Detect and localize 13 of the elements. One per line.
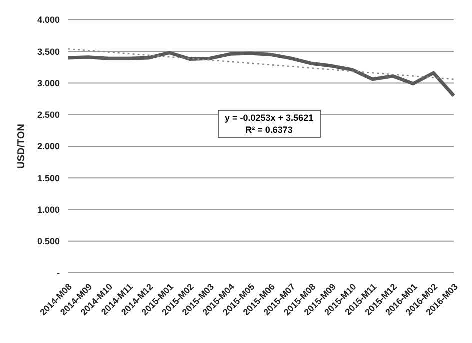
y-tick-label: 3.500 <box>37 46 60 57</box>
line-series <box>66 51 456 98</box>
y-tick-label: 1.000 <box>37 204 60 215</box>
y-tick-label: 2.500 <box>37 110 60 120</box>
y-axis-title: USD/TON <box>16 124 28 169</box>
y-tick-label: - <box>57 268 60 278</box>
annotation: R² = 0.6373 <box>244 124 294 136</box>
y-tick-label: 1.500 <box>37 173 60 184</box>
annotation: y = -0.0253x + 3.5621 <box>225 112 314 124</box>
y-tick-label: 2.000 <box>37 142 60 152</box>
y-tick-label: 0.500 <box>37 236 60 247</box>
y-tick-label: 4.000 <box>37 15 60 26</box>
y-tick-label: 3.000 <box>37 78 60 88</box>
